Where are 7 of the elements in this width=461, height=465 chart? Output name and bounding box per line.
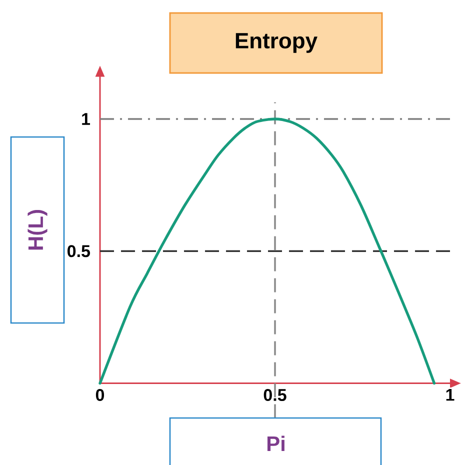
x-tick-label: 1: [446, 388, 454, 401]
x-tick-label: 0: [96, 388, 104, 402]
x-axis-title: Pi: [267, 436, 284, 451]
line-series: [98, 118, 436, 385]
x-tick-label: 0.5: [264, 388, 286, 402]
chart-title: Entropy: [236, 33, 318, 53]
y-axis-title: H(L): [28, 210, 48, 250]
